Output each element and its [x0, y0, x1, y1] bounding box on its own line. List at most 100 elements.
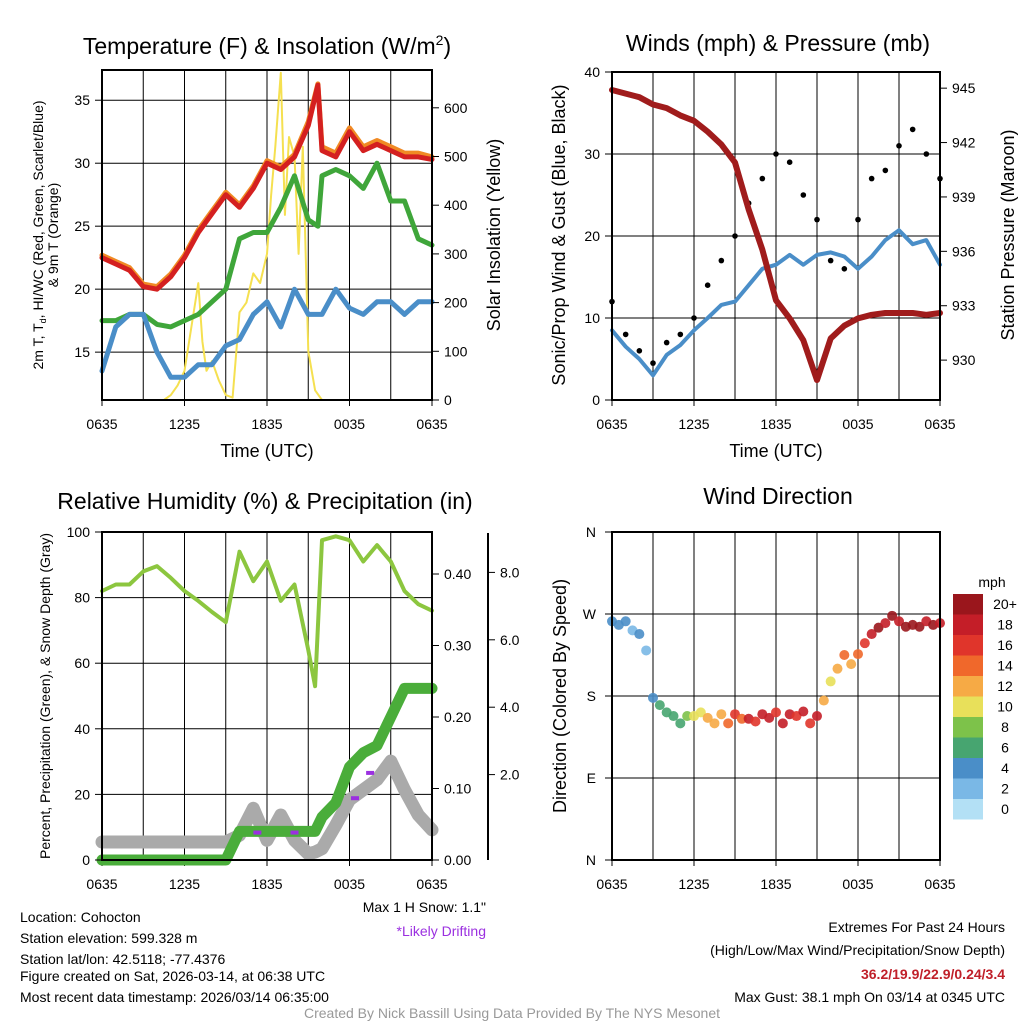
snow-ytick-label: 2.0 [500, 767, 520, 783]
gust-point [773, 151, 779, 157]
precip-ytick-label: 0.40 [444, 566, 471, 582]
winds-xtick-label: 0635 [596, 416, 627, 432]
winds-xlabel: Time (UTC) [729, 441, 822, 461]
insolation-ytick-label: 0 [444, 392, 452, 408]
direction-point [812, 711, 822, 722]
legend-label: 6 [1001, 740, 1009, 756]
legend-label: 4 [1001, 760, 1009, 776]
gust-point [786, 159, 793, 165]
pressure-ytick-label: 939 [952, 189, 976, 205]
insolation-ytick-label: 300 [444, 246, 468, 262]
snow-ytick-label: 8.0 [500, 564, 520, 580]
extremes-title: Extremes For Past 24 Hours [828, 919, 1005, 935]
drifting-marker [253, 830, 262, 835]
insolation-ytick-label: 400 [444, 197, 468, 213]
direction-point [853, 649, 863, 660]
direction-point [771, 707, 781, 718]
rh-ytick-label: 40 [74, 721, 90, 737]
direction-point [880, 618, 891, 629]
pressure-line [609, 87, 943, 384]
figure-created: Figure created on Sat, 2026-03-14, at 06… [20, 968, 325, 984]
legend-swatch [953, 614, 983, 635]
dir-ytick-label: N [586, 852, 596, 868]
rh-line [100, 534, 434, 689]
temp-title: Temperature (F) & Insolation (W/m2) [83, 32, 451, 59]
direction-point [682, 711, 693, 722]
legend-label: 0 [1001, 801, 1009, 817]
direction-point [716, 709, 727, 720]
legend-label: 18 [997, 617, 1013, 633]
dir-xtick-label: 0635 [596, 876, 627, 892]
station-info: Location: Cohocton Station elevation: 59… [20, 909, 329, 1005]
direction-point [818, 695, 829, 706]
direction-point [668, 711, 679, 722]
snow-ytick-label: 6.0 [500, 632, 520, 648]
direction-point [648, 692, 658, 703]
direction-point [620, 616, 631, 627]
pressure-ytick-label: 945 [952, 80, 976, 96]
wind-line [610, 228, 942, 378]
dir-ytick-label: N [586, 524, 596, 540]
temp-xtick-label: 0035 [334, 416, 365, 432]
direction-point [839, 650, 850, 660]
gust-point [718, 257, 725, 264]
rh-ytick-label: 60 [74, 655, 90, 671]
temp-line [99, 82, 435, 292]
pressure-ytick-label: 930 [952, 352, 976, 368]
direction-point [832, 663, 843, 674]
temp-plot: 0635 1235 1835 0035 0635 15 20 25 30 35 0 100 200 300… [74, 69, 468, 432]
legend-label: 16 [997, 637, 1013, 653]
direction-point [866, 629, 877, 640]
legend-swatch [953, 758, 983, 779]
insolation-ytick-label: 500 [444, 149, 468, 165]
legend-swatch [953, 594, 983, 615]
legend-swatch [953, 778, 983, 799]
dir-ytick-label: E [587, 770, 596, 786]
rh-xtick-label: 0635 [86, 876, 117, 892]
gust-point [896, 143, 902, 149]
dir-xtick-label: 1835 [760, 876, 791, 892]
temp-xtick-label: 0635 [416, 416, 447, 432]
direction-point [859, 638, 870, 649]
winds-xtick-label: 1835 [760, 416, 791, 432]
direction-point [654, 700, 665, 711]
rh-xtick-label: 0635 [416, 876, 447, 892]
temp-ylabel-right: Solar Insolation (Yellow) [484, 139, 504, 331]
insolation-line [101, 71, 433, 401]
gust-point [759, 175, 766, 182]
temp-ylabel-line2: & 9m T (Orange) [45, 183, 61, 288]
temp-ylabel: 2m T, Td, HI/WC (Red, Green, Scarlet/Blu… [30, 100, 48, 369]
direction-point [914, 621, 925, 632]
gust-point [814, 216, 820, 223]
winds-xtick-label: 1235 [678, 416, 709, 432]
recent-timestamp: Most recent data timestamp: 2026/03/14 0… [20, 989, 329, 1005]
insolation-ytick-label: 100 [444, 343, 468, 359]
snow-ytick-label: 4.0 [500, 699, 520, 715]
winds-plot: 0635 1235 1835 0035 0635 0 10 20 30 40 930 933 936 93… [584, 64, 975, 432]
gust-point [882, 167, 889, 174]
legend-label: 8 [1001, 719, 1009, 735]
direction-point [723, 718, 734, 729]
dir-ytick-label: S [587, 688, 596, 704]
pressure-ytick-label: 933 [952, 298, 976, 314]
legend-label: 20+ [993, 596, 1017, 612]
winds-title: Winds (mph) & Pressure (mb) [626, 30, 930, 56]
drifting-marker [366, 770, 375, 775]
dir-title: Wind Direction [703, 483, 853, 509]
legend-title: mph [978, 574, 1005, 590]
temp-xtick-label: 1835 [251, 416, 282, 432]
direction-point [675, 718, 686, 729]
temp-xlabel: Time (UTC) [220, 441, 313, 461]
gust-point [923, 151, 930, 157]
gust-point [909, 126, 916, 133]
temp-xtick-label: 1235 [169, 416, 200, 432]
direction-point [736, 713, 747, 724]
insolation-ytick-label: 200 [444, 295, 468, 311]
gust-point [622, 331, 629, 338]
direction-point [798, 706, 809, 717]
temp-ytick-label: 15 [74, 344, 90, 360]
legend-label: 10 [997, 699, 1013, 715]
temp-ytick-label: 20 [74, 281, 90, 297]
dewpoint-line [99, 160, 435, 330]
